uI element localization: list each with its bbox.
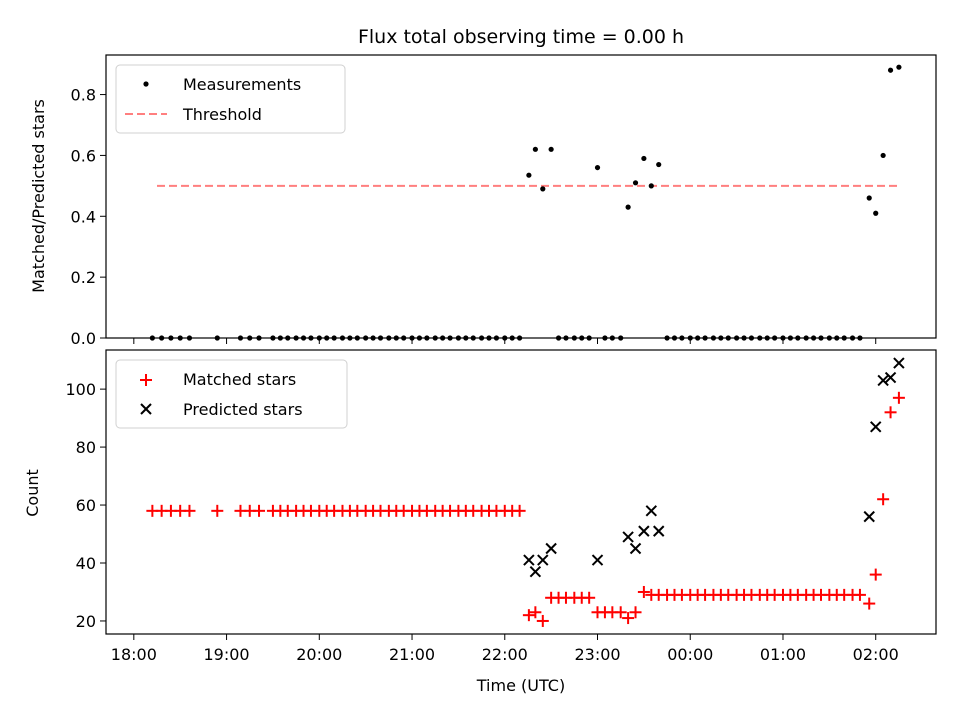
- counts-y-axis-label: Count: [23, 469, 42, 517]
- predicted-star-point: [645, 505, 658, 517]
- measurement-point: [896, 64, 902, 70]
- matched-star-point: [522, 609, 535, 622]
- matched-star-point: [583, 591, 596, 604]
- ratio-y-tick-label: 0.2: [71, 268, 96, 287]
- x-tick-label: 21:00: [389, 645, 435, 664]
- measurement-point: [648, 183, 654, 189]
- legend-predicted-label: Predicted stars: [183, 400, 303, 419]
- predicted-star-point: [877, 374, 889, 387]
- ratio-y-tick-label: 0.4: [71, 207, 96, 226]
- predicted-star-point: [545, 542, 557, 555]
- measurement-point: [656, 161, 662, 168]
- counts-x-ticks: 18:00 19:00 20:00 21:00 22:00 23:00 00:00 01:00…: [111, 634, 899, 664]
- chart-title: Flux total observing time = 0.00 h: [358, 26, 684, 48]
- counts-y-tick-label: 40: [76, 554, 96, 573]
- ratio-y-tick-label: 0.6: [71, 146, 96, 165]
- ratio-axes: 0.00.20.40.60.8 Matched/Predicted stars …: [29, 54, 937, 348]
- measurement-point: [625, 204, 631, 210]
- predicted-star-point: [629, 542, 642, 555]
- predicted-star-point: [523, 554, 535, 566]
- predicted-star-point: [653, 525, 665, 537]
- measurement-point: [594, 164, 601, 171]
- x-tick-label: 23:00: [574, 645, 620, 664]
- matched-star-point: [863, 597, 876, 610]
- matched-star-point: [513, 504, 526, 517]
- matched-star-point: [622, 612, 635, 625]
- counts-y-ticks: 20 40 60 80 100: [65, 380, 106, 631]
- x-tick-label: 22:00: [482, 645, 528, 664]
- x-tick-label: 19:00: [204, 645, 250, 664]
- legend-measurements-marker: [143, 81, 149, 87]
- measurement-point: [887, 67, 894, 73]
- measurement-point: [548, 146, 554, 152]
- matched-star-point: [253, 504, 266, 517]
- matched-star-point: [637, 585, 650, 598]
- counts-axes: 20 40 60 80 100 18:00 19:00 20:00 21:00 22:00 23:…: [23, 349, 937, 695]
- x-tick-label: 00:00: [667, 645, 713, 664]
- legend-measurements-label: Measurements: [183, 75, 301, 94]
- legend-threshold-label: Threshold: [182, 105, 262, 124]
- measurement-point: [532, 146, 538, 152]
- legend-matched-marker: [140, 374, 152, 386]
- x-tick-label: 02:00: [853, 645, 899, 664]
- matched-star-point: [614, 606, 627, 619]
- matched-star-point: [211, 504, 224, 517]
- matched-star-point: [869, 568, 882, 581]
- x-axis-label: Time (UTC): [476, 676, 565, 695]
- counts-y-tick-label: 80: [76, 438, 96, 457]
- matched-star-point: [853, 588, 866, 601]
- matched-star-point: [536, 614, 549, 627]
- legend-predicted-marker: [140, 403, 152, 415]
- matched-star-point: [892, 391, 905, 404]
- predicted-star-point: [638, 525, 650, 537]
- ratio-y-tick-label: 0.0: [71, 329, 96, 348]
- x-tick-label: 18:00: [111, 645, 157, 664]
- x-tick-label: 20:00: [296, 645, 342, 664]
- measurement-point: [632, 180, 639, 186]
- counts-y-tick-label: 100: [65, 380, 96, 399]
- counts-axes-frame: [105, 349, 937, 635]
- predicted-star-point: [863, 510, 875, 523]
- x-tick-label: 01:00: [760, 645, 806, 664]
- measurement-point: [540, 186, 546, 192]
- matched-star-point: [877, 493, 890, 506]
- measurement-point: [641, 155, 647, 162]
- counts-legend-box: [115, 359, 348, 429]
- matched-star-point: [884, 406, 897, 419]
- predicted-star-point: [537, 554, 549, 566]
- ratio-y-axis-label: Matched/Predicted stars: [29, 99, 48, 293]
- matched-star-point: [183, 504, 196, 517]
- counts-plot-area: [146, 357, 905, 627]
- predicted-star-point: [884, 371, 897, 384]
- measurement-point: [880, 152, 886, 159]
- predicted-star-point: [622, 531, 634, 543]
- predicted-star-point: [870, 421, 882, 433]
- ratio-y-ticks: 0.0 0.2 0.4 0.6 0.8: [71, 86, 106, 348]
- measurement-point: [866, 195, 872, 201]
- ratio-axes-frame: [105, 54, 937, 339]
- matched-star-point: [529, 606, 542, 619]
- matched-star-point: [629, 606, 642, 619]
- counts-legend: Matched stars Predicted stars: [115, 359, 348, 429]
- counts-y-tick-label: 60: [76, 496, 96, 515]
- ratio-y-tick-label: 0.8: [71, 86, 96, 105]
- predicted-star-point: [591, 554, 604, 566]
- predicted-star-point: [893, 357, 905, 369]
- legend-matched-label: Matched stars: [183, 370, 296, 389]
- measurement-point: [873, 210, 879, 216]
- ratio-legend: Measurements Threshold: [115, 64, 346, 134]
- ratio-legend-box: [115, 64, 346, 134]
- predicted-star-point: [529, 565, 542, 578]
- measurement-point: [526, 172, 532, 178]
- counts-y-tick-label: 20: [76, 612, 96, 631]
